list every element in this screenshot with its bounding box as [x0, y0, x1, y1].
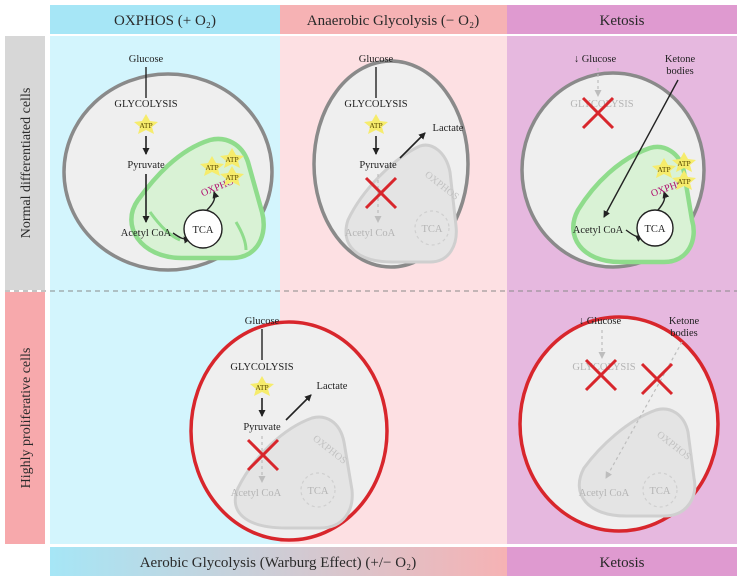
block-x-ketone: [640, 362, 674, 396]
mito-cristae: [148, 211, 248, 251]
svg-text:ATP: ATP: [677, 177, 690, 186]
glucose-down-label: ↓ Glucose: [579, 316, 622, 327]
block-x: [364, 176, 398, 210]
mitochondrion-inactive: [344, 143, 458, 264]
tca-label: TCA: [645, 224, 666, 235]
tca-cycle-inactive: [300, 472, 336, 508]
acetyl-coa-label: Acetyl CoA: [121, 228, 172, 239]
svg-text:ATP: ATP: [225, 155, 238, 164]
mitochondrion-inactive: [577, 407, 697, 518]
tca-label: TCA: [308, 486, 329, 497]
acetyl-coa-label: Acetyl CoA: [345, 228, 396, 239]
tca-cycle: [636, 209, 674, 247]
acetyl-coa-label: Acetyl CoA: [231, 488, 282, 499]
tca-cycle: [183, 209, 223, 249]
arrow-tca-to-oxphos: [657, 191, 670, 211]
ketone-label-line2: bodies: [666, 66, 693, 77]
glucose-label: Glucose: [359, 54, 394, 65]
tca-label: TCA: [193, 225, 214, 236]
atp-star: ATP: [134, 114, 158, 134]
arrow-to-lactate: [399, 132, 426, 159]
pyruvate-label: Pyruvate: [359, 160, 397, 171]
arrow-to-lactate: [285, 394, 312, 421]
tca-label: TCA: [422, 224, 443, 235]
tca-cycle-inactive: [642, 472, 678, 508]
svg-text:ATP: ATP: [225, 173, 238, 182]
header-anaerobic-glycolysis-label: Anaerobic Glycolysis (− O₂): [307, 13, 479, 29]
glycolysis-label: GLYCOLYSIS: [570, 99, 633, 110]
block-x-glycolysis: [584, 358, 618, 392]
glycolysis-label: GLYCOLYSIS: [572, 362, 635, 373]
cell-ketosis-normal: ↓ Glucose GLYCOLYSIS Ketone bodies Acety…: [520, 54, 706, 269]
footer-warburg-label: Aerobic Glycolysis (Warburg Effect) (+/−…: [140, 555, 417, 571]
glucose-label: Glucose: [129, 54, 164, 65]
cell-oxphos-normal: Glucose GLYCOLYSIS ATP Pyruvate Acetyl C…: [62, 54, 274, 272]
atp-label: ATP: [255, 383, 268, 392]
cell-warburg-proliferative: Glucose GLYCOLYSIS ATP Pyruvate Lactate …: [189, 316, 389, 542]
atp-label: ATP: [369, 121, 382, 130]
header-ketosis: Ketosis: [507, 5, 737, 34]
ketone-label-line2: bodies: [670, 328, 697, 339]
ketone-label-line1: Ketone: [665, 54, 696, 65]
svg-text:ATP: ATP: [657, 165, 670, 174]
atp-cluster: ATP ATP ATP: [652, 152, 696, 190]
row-label-normal: Normal differentiated cells: [5, 36, 45, 290]
svg-text:ATP: ATP: [205, 163, 218, 172]
header-ketosis-label: Ketosis: [600, 13, 645, 29]
glucose-down-label: ↓ Glucose: [574, 54, 617, 65]
acetyl-coa-label: Acetyl CoA: [573, 225, 624, 236]
mitochondrion-inactive: [233, 415, 354, 530]
pyruvate-label: Pyruvate: [127, 160, 165, 171]
footer-ketosis: Ketosis: [507, 547, 737, 576]
acetyl-coa-label: Acetyl CoA: [579, 488, 630, 499]
atp-cluster: ATP ATP ATP: [200, 148, 244, 186]
glucose-label: Glucose: [245, 316, 280, 327]
ketone-label-line1: Ketone: [669, 316, 700, 327]
row-label-proliferative-text: Highly proliferative cells: [19, 348, 34, 489]
block-x: [246, 438, 280, 472]
block-x-glycolysis: [581, 96, 615, 130]
header-oxphos-label: OXPHOS (+ O₂): [114, 13, 216, 29]
atp-label: ATP: [139, 121, 152, 130]
header-oxphos: OXPHOS (+ O₂): [50, 5, 280, 34]
glycolysis-label: GLYCOLYSIS: [230, 362, 293, 373]
glycolysis-label: GLYCOLYSIS: [114, 99, 177, 110]
cell-ketosis-proliferative: ↓ Glucose GLYCOLYSIS Ketone bodies Acety…: [518, 315, 720, 533]
footer-warburg: Aerobic Glycolysis (Warburg Effect) (+/−…: [50, 547, 507, 576]
lactate-label: Lactate: [433, 123, 464, 134]
cell-anaerobic-normal: Glucose GLYCOLYSIS ATP Pyruvate Lactate …: [312, 54, 470, 269]
glycolysis-label: GLYCOLYSIS: [344, 99, 407, 110]
atp-star: ATP: [364, 114, 388, 134]
tca-label: TCA: [650, 486, 671, 497]
row-label-proliferative: Highly proliferative cells: [5, 292, 45, 544]
arrow-tca-to-oxphos: [206, 191, 220, 211]
arrow-ketone-to-acetyl-coa: [603, 79, 679, 218]
atp-star: ATP: [250, 376, 274, 396]
pyruvate-label: Pyruvate: [243, 422, 281, 433]
lactate-label: Lactate: [317, 381, 348, 392]
header-anaerobic-glycolysis: Anaerobic Glycolysis (− O₂): [280, 5, 507, 34]
footer-ketosis-label: Ketosis: [600, 555, 645, 571]
row-label-normal-text: Normal differentiated cells: [19, 88, 34, 239]
tca-cycle-inactive: [414, 210, 450, 246]
svg-text:ATP: ATP: [677, 159, 690, 168]
